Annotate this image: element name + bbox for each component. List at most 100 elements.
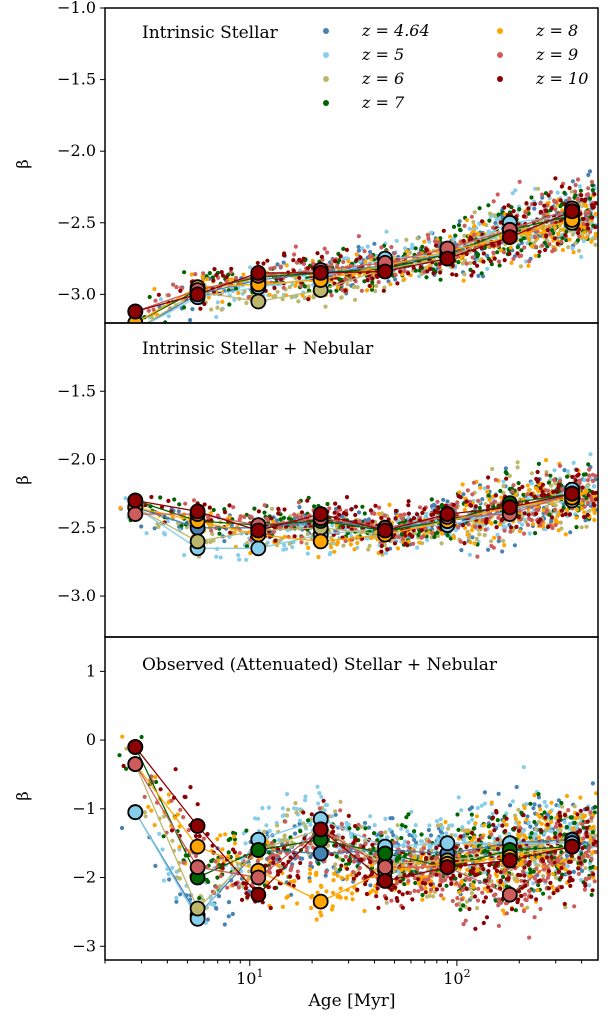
scatter-point [593,805,598,810]
scatter-point [470,817,475,822]
scatter-point [366,517,371,522]
scatter-point [489,501,494,506]
scatter-point [468,260,473,266]
scatter-point [551,489,556,495]
y-tick-label: −2.0 [57,141,96,160]
scatter-point [355,540,360,546]
scatter-point [429,497,434,502]
scatter-point [483,527,488,532]
scatter-point [244,828,249,833]
scatter-point [450,272,455,277]
scatter-point [485,485,490,490]
median-marker [132,322,139,323]
scatter-point [479,271,484,276]
scatter-point [294,806,299,812]
scatter-point [471,826,476,831]
scatter-point [264,516,269,521]
scatter-point [202,502,207,507]
scatter-point [564,825,570,830]
scatter-point [546,524,551,530]
scatter-point [457,219,462,224]
scatter-point [224,274,229,280]
scatter-point [275,823,280,828]
scatter-point [248,265,253,270]
scatter-point [572,820,577,826]
scatter-point [551,871,556,877]
scatter-point [567,185,572,191]
scatter-point [537,249,542,254]
scatter-point [202,301,207,307]
scatter-point [246,295,251,300]
scatter-point [556,231,561,236]
scatter-point [529,855,534,860]
scatter-point [293,244,298,249]
median-marker [189,286,206,303]
scatter-point [287,541,292,546]
scatter-point [426,827,431,833]
scatter-point [297,821,302,826]
scatter-point [570,246,575,251]
scatter-point [453,233,458,238]
scatter-point [521,236,526,241]
y-tick-label: −2.5 [57,213,96,232]
scatter-point [292,512,297,517]
scatter-point [586,493,591,498]
scatter-point [244,544,249,549]
scatter-point [542,493,547,498]
scatter-point [533,244,539,249]
scatter-point [215,875,220,880]
scatter-point [473,821,478,826]
scatter-point [418,265,423,270]
scatter-point [591,875,596,880]
scatter-point [550,249,555,254]
scatter-point [308,871,313,876]
scatter-point [282,507,287,512]
scatter-point [348,542,353,547]
scatter-point [593,201,598,206]
scatter-point [536,835,541,840]
scatter-point [546,193,551,198]
scatter-point [329,262,334,267]
scatter-point [549,515,555,520]
scatter-point [335,873,340,878]
scatter-point [382,285,387,290]
scatter-point [177,502,182,507]
scatter-point [177,824,182,829]
scatter-point [278,517,283,522]
scatter-point [582,203,587,208]
scatter-point [518,264,524,269]
scatter-point [379,549,384,554]
scatter-point [161,834,166,839]
median-marker [312,264,329,281]
scatter-point [404,249,409,254]
scatter-point [172,497,177,502]
scatter-point [139,734,144,740]
scatter-point [339,295,344,300]
scatter-point [281,285,286,290]
scatter-point [415,236,420,241]
scatter-point [231,505,236,510]
scatter-point [219,307,224,312]
median-marker [439,506,456,522]
scatter-point [402,839,408,844]
scatter-point [527,531,532,536]
scatter-point [420,244,425,249]
scatter-point [383,550,389,556]
scatter-point [560,488,566,493]
scatter-point [487,841,492,847]
scatter-point [564,229,569,234]
scatter-point [471,269,476,274]
scatter-point [245,540,250,546]
scatter-point [149,494,154,500]
scatter-point [305,532,310,537]
scatter-point [159,505,165,510]
scatter-point [565,469,571,474]
scatter-point [440,531,445,536]
scatter-point [458,539,463,544]
scatter-point [316,801,321,806]
scatter-point [237,517,242,522]
scatter-point [474,814,479,819]
scatter-point [215,546,220,552]
scatter-point [366,825,372,830]
scatter-point [154,779,159,785]
